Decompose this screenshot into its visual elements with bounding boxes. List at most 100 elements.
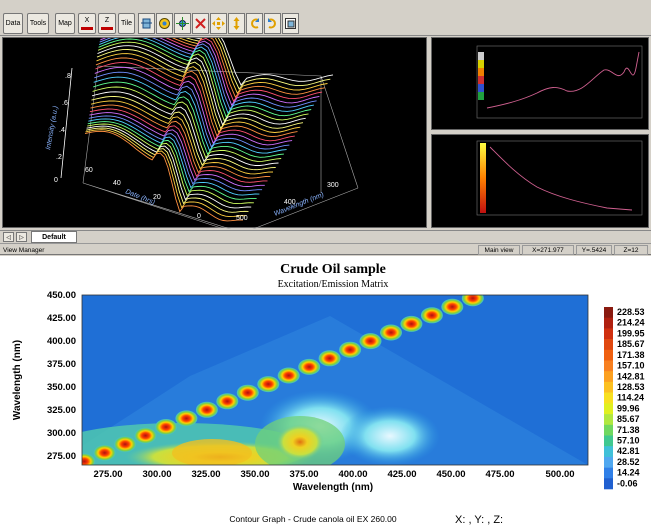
color-scale-swatch: [604, 339, 613, 351]
z-axis-button[interactable]: Z: [98, 13, 116, 34]
status-bar: View Manager Main view X=271.977 Y=.5424…: [0, 243, 651, 255]
surface-row: [96, 49, 304, 130]
y-tick-label: 375.00: [47, 359, 76, 370]
surface-row: [89, 108, 268, 183]
color-scale-label: 171.38: [617, 350, 645, 360]
map-button[interactable]: Map: [55, 13, 75, 34]
surface-row: [95, 57, 298, 138]
x-tick-label: 450.00: [436, 469, 465, 480]
surface-row: [85, 129, 246, 218]
scatter-spot: [93, 444, 116, 461]
x-axis-title: Wavelength (nm): [293, 482, 373, 493]
chart-subtitle: Excitation/Emission Matrix: [278, 279, 389, 290]
data-button[interactable]: Data: [3, 13, 23, 34]
z-axis-label: Z: [104, 17, 110, 24]
center-view-icon[interactable]: [174, 13, 191, 34]
redo-icon[interactable]: [264, 13, 281, 34]
scatter-spot: [461, 295, 484, 307]
legend-swatch: [478, 76, 484, 84]
scatter-spots: [82, 295, 484, 465]
scatter-spot: [400, 315, 423, 332]
pan-icon[interactable]: [210, 13, 227, 34]
undo-icon[interactable]: [246, 13, 263, 34]
spectrum-plot: [476, 45, 643, 119]
y-tick-label: .8: [65, 73, 71, 80]
axis-tool-icon[interactable]: [192, 13, 209, 34]
color-scale-swatch: [604, 478, 613, 490]
legend-swatch: [478, 60, 484, 68]
surface-row: [86, 127, 249, 213]
y-tick-label: 400.00: [47, 336, 76, 347]
x-tick-label: 400.00: [338, 469, 367, 480]
color-scale-label: 99.96: [617, 403, 640, 413]
status-view: Main view: [478, 245, 520, 255]
x-tick-label: 425.00: [387, 469, 416, 480]
wavelength-tick-label: 300: [327, 182, 339, 189]
y-tick-label: 300.00: [47, 428, 76, 439]
tile-button[interactable]: Tile: [118, 13, 135, 34]
x-tick-label: 500.00: [545, 469, 574, 480]
z-axis-color-bar: [101, 27, 113, 30]
color-scale-label: 14.24: [617, 468, 640, 478]
vertical-scale-icon[interactable]: [228, 13, 245, 34]
y-tick-label: 350.00: [47, 382, 76, 393]
surface-row: [92, 86, 282, 162]
scatter-spot: [318, 350, 341, 367]
surface-plot-panel[interactable]: .8 .6 .4 .2 0 Intensity (a.u.) 60 40 20 …: [2, 22, 427, 234]
surface-row: [96, 53, 301, 134]
scatter-spot: [155, 419, 177, 435]
toolbar: Data Tools Map X Z Tile: [0, 0, 651, 36]
surface-row: [84, 130, 244, 222]
color-scale-swatch: [604, 381, 613, 393]
surface-row: [93, 81, 284, 158]
tab-next-button[interactable]: ▷: [16, 232, 27, 242]
contour-fill: [82, 295, 588, 465]
color-scale-label: 214.24: [617, 318, 645, 328]
color-scale-label: 42.81: [617, 446, 640, 456]
tab-prev-button[interactable]: ◁: [3, 232, 14, 242]
x-tick-label: 300.00: [142, 469, 171, 480]
color-scale-label: 71.38: [617, 425, 640, 435]
wavelength-tick-label: 500: [236, 215, 248, 222]
surface-row: [88, 118, 260, 196]
scatter-spot: [380, 324, 402, 341]
plot-frame: [476, 140, 643, 216]
tab-default[interactable]: Default: [31, 231, 77, 243]
fit-view-icon[interactable]: [156, 13, 173, 34]
scatter-spot: [236, 384, 259, 401]
x-axis-button[interactable]: X: [78, 13, 96, 34]
surface-row: [93, 76, 287, 154]
color-scale-label: 185.67: [617, 339, 645, 349]
color-scale-swatch: [604, 307, 613, 318]
decay-panel[interactable]: [431, 134, 649, 228]
chart-title: Crude Oil sample: [280, 262, 386, 277]
surface-plot: .8 .6 .4 .2 0 Intensity (a.u.) 60 40 20 …: [45, 22, 359, 234]
wavelength-tick-label: 400: [284, 199, 296, 206]
export-icon[interactable]: [282, 13, 299, 34]
intensity-axis-title: Intensity (a.u.): [45, 105, 60, 150]
surface-row: [94, 66, 293, 146]
chart-footer: Contour Graph - Crude canola oil EX 260.…: [229, 514, 397, 524]
date-tick-label: 0: [197, 213, 201, 220]
color-scale-label: 28.52: [617, 457, 640, 467]
color-scale-swatch: [604, 360, 613, 372]
surface-row: [91, 96, 276, 171]
x-tick-label: 475.00: [485, 469, 514, 480]
x-tick-label: 375.00: [289, 469, 318, 480]
tools-button[interactable]: Tools: [27, 13, 49, 34]
color-scale-swatch: [604, 414, 613, 426]
color-scale-label: 142.81: [617, 371, 645, 381]
color-scale-swatch: [604, 328, 613, 340]
y-tick-label: 275.00: [47, 451, 76, 462]
color-scale-swatch: [604, 424, 613, 436]
rotate-view-icon[interactable]: [138, 13, 155, 34]
surface-row: [95, 62, 295, 142]
scatter-spot: [277, 367, 300, 384]
color-scale-label: 157.10: [617, 361, 645, 371]
cursor-readout: X: , Y: , Z:: [455, 514, 503, 525]
plot-frame: [81, 294, 589, 466]
decay-plot: [476, 140, 643, 216]
color-scale-label: 228.53: [617, 307, 645, 317]
spectrum-panel[interactable]: [431, 37, 649, 130]
decay-line: [489, 146, 633, 211]
